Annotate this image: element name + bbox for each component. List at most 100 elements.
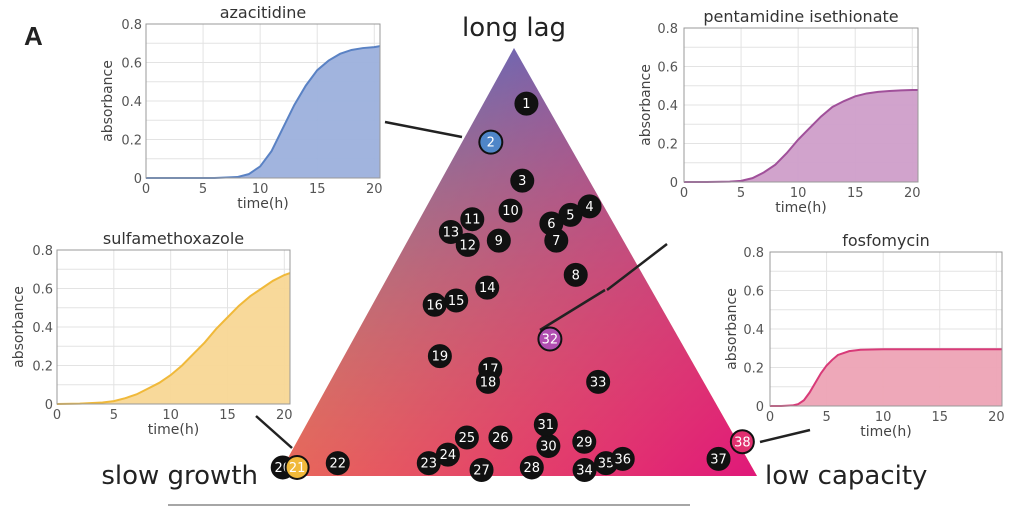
x-tick-label: 10 <box>790 186 807 201</box>
ternary-point-12[interactable]: 12 <box>455 232 480 257</box>
y-tick-label: 0.6 <box>32 283 53 298</box>
x-tick-label: 5 <box>110 408 118 423</box>
ternary-point-16[interactable]: 16 <box>422 292 447 317</box>
ternary-point-34[interactable]: 34 <box>572 458 597 482</box>
point-label: 12 <box>459 238 476 253</box>
point-marker <box>486 228 511 253</box>
point-label: 11 <box>464 213 481 228</box>
point-marker <box>454 425 479 450</box>
point-label: 10 <box>502 204 519 219</box>
point-marker <box>455 232 480 257</box>
ternary-point-8[interactable]: 8 <box>563 262 588 287</box>
point-label: 19 <box>432 350 449 365</box>
point-marker <box>533 412 558 437</box>
ternary-point-25[interactable]: 25 <box>454 425 479 450</box>
ternary-point-21[interactable]: 21 <box>284 454 310 480</box>
ternary-point-24[interactable]: 24 <box>435 442 460 467</box>
ternary-point-35[interactable]: 35 <box>594 451 619 476</box>
ternary-point-19[interactable]: 19 <box>427 344 452 369</box>
chart-title: sulfamethoxazole <box>103 229 244 248</box>
ternary-point-31[interactable]: 31 <box>533 412 558 437</box>
y-tick-label: 0.2 <box>32 360 53 375</box>
ternary-point-2[interactable]: 2 <box>478 129 504 155</box>
ternary-point-22[interactable]: 22 <box>325 451 350 476</box>
point-label: 16 <box>426 298 443 313</box>
area-fill <box>57 273 290 404</box>
x-tick-label: 0 <box>142 182 150 197</box>
ternary-point-32[interactable]: 32 <box>537 326 563 352</box>
point-marker <box>422 292 447 317</box>
point-marker <box>514 91 539 116</box>
point-label: 25 <box>459 431 476 446</box>
ternary-point-26[interactable]: 26 <box>488 425 513 450</box>
ternary-point-18[interactable]: 18 <box>475 369 500 394</box>
ternary-point-33[interactable]: 33 <box>586 369 611 394</box>
ternary-point-37[interactable]: 37 <box>706 446 731 471</box>
ternary-point-29[interactable]: 29 <box>572 429 597 454</box>
ternary-point-36[interactable]: 36 <box>610 446 635 471</box>
x-tick-label: 15 <box>847 186 864 201</box>
ternary-point-14[interactable]: 14 <box>475 275 500 300</box>
point-label: 33 <box>590 375 607 390</box>
connector-fosfomycin <box>759 428 811 444</box>
y-tick-label: 0.8 <box>657 22 678 37</box>
point-label: 30 <box>540 440 557 455</box>
vertex-label-bottom-right: low capacity <box>765 461 927 491</box>
plot-frame <box>683 27 919 183</box>
x-tick-label: 5 <box>199 182 207 197</box>
connector-azacitidine <box>384 120 463 139</box>
y-tick-label: 0.2 <box>657 138 678 153</box>
connector-pentamidine-upper <box>606 243 668 291</box>
x-tick-label: 15 <box>309 182 326 197</box>
y-tick-label: 0 <box>756 400 764 415</box>
ternary-point-13[interactable]: 13 <box>438 220 463 245</box>
point-label: 6 <box>547 217 555 232</box>
point-marker <box>325 451 350 476</box>
x-tick-label: 20 <box>276 408 293 423</box>
y-axis-label: absorbance <box>100 60 116 142</box>
point-marker <box>475 369 500 394</box>
ternary-point-5[interactable]: 5 <box>558 202 583 227</box>
point-label: 37 <box>710 452 727 467</box>
point-marker <box>519 455 544 480</box>
ternary-point-38[interactable]: 38 <box>729 429 755 455</box>
point-label: 21 <box>289 461 306 476</box>
vertex-label-top: long lag <box>462 13 566 43</box>
point-label: 36 <box>614 452 631 467</box>
ternary-point-3[interactable]: 3 <box>510 168 535 193</box>
x-tick-label: 20 <box>988 410 1005 425</box>
ternary-point-1[interactable]: 1 <box>514 91 539 116</box>
y-tick-label: 0.8 <box>743 246 764 261</box>
point-label: 31 <box>538 418 555 433</box>
point-label: 3 <box>518 174 526 189</box>
x-axis-label: time(h) <box>860 424 911 440</box>
x-tick-label: 15 <box>219 408 236 423</box>
series-line <box>56 272 291 405</box>
plot-frame <box>145 23 381 179</box>
ternary-point-4[interactable]: 4 <box>577 194 602 219</box>
point-label: 2 <box>487 136 495 151</box>
x-tick-label: 10 <box>875 410 892 425</box>
point-label: 4 <box>585 200 593 215</box>
ternary-point-15[interactable]: 15 <box>444 288 469 313</box>
x-tick-label: 5 <box>737 186 745 201</box>
point-marker <box>427 344 452 369</box>
ternary-point-11[interactable]: 11 <box>460 207 485 232</box>
vertex-label-bottom-left: slow growth <box>101 461 258 491</box>
y-tick-label: 0.4 <box>743 323 764 338</box>
y-tick-label: 0.8 <box>32 244 53 259</box>
ternary-point-27[interactable]: 27 <box>469 458 494 482</box>
series-line <box>684 88 918 183</box>
area-fill <box>770 349 1002 406</box>
point-marker <box>537 326 563 352</box>
ternary-point-28[interactable]: 28 <box>519 455 544 480</box>
point-label: 13 <box>443 226 460 241</box>
point-marker <box>563 262 588 287</box>
ternary-point-30[interactable]: 30 <box>536 434 561 459</box>
ternary-point-7[interactable]: 7 <box>544 228 569 253</box>
ternary-point-9[interactable]: 9 <box>486 228 511 253</box>
y-axis-label: absorbance <box>724 288 740 370</box>
point-label: 22 <box>329 457 346 472</box>
ternary-point-23[interactable]: 23 <box>416 451 441 476</box>
ternary-point-10[interactable]: 10 <box>498 198 523 223</box>
